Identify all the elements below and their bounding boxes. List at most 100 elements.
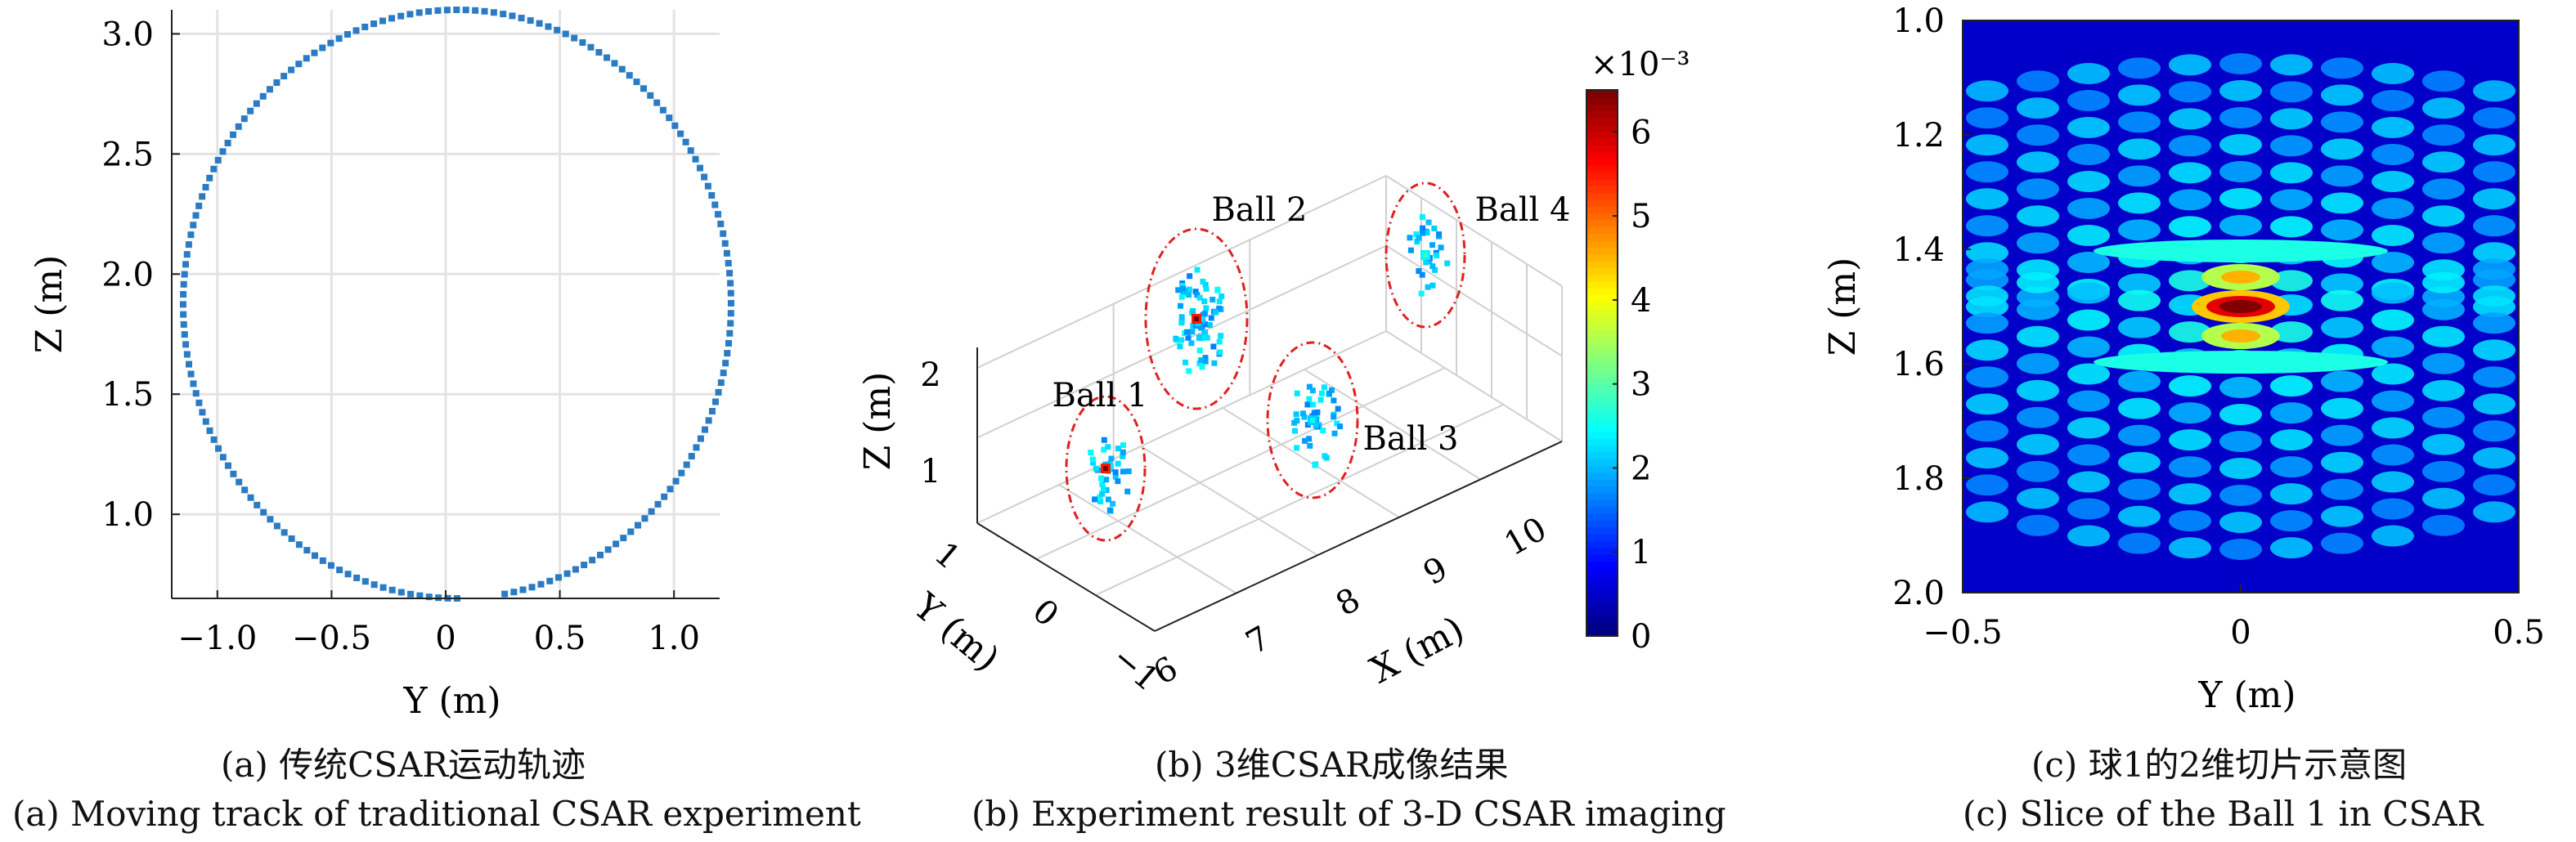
track-point: [295, 60, 303, 68]
track-point: [714, 211, 721, 218]
track-point: [254, 501, 261, 508]
fringe-blob: [2067, 525, 2110, 547]
fringe-blob: [2473, 474, 2515, 496]
cluster-point: [1337, 423, 1344, 430]
box-edge: [1385, 175, 1563, 287]
fringe-blob: [1966, 312, 2008, 334]
cluster-point: [1187, 273, 1193, 280]
fringe-blob: [2169, 108, 2211, 130]
cluster-point: [1115, 478, 1121, 485]
panel-a-chart: −1.0 −0.5 0 0.5 1.0 1.0 1.5 2.0 2.5 3.0 Y (m) Z (m): [29, 7, 734, 722]
track-point: [195, 202, 203, 209]
track-point: [267, 516, 274, 523]
colorbar-segment: [1586, 315, 1618, 323]
track-point: [425, 7, 433, 15]
track-point: [280, 529, 288, 536]
fringe-blob: [2372, 390, 2414, 412]
fringe-blob: [2524, 431, 2566, 452]
x-tick-label: 0: [2230, 614, 2251, 652]
colorbar-segment: [1586, 431, 1618, 439]
fringe-blob: [2118, 397, 2161, 419]
colorbar-segment: [1586, 308, 1618, 316]
side-lobe-core: [2221, 329, 2260, 343]
track-point: [352, 27, 360, 34]
cluster-point: [1213, 309, 1219, 316]
track-point: [206, 427, 213, 434]
ball-label: Ball 2: [1212, 191, 1308, 229]
cluster-point: [1216, 305, 1223, 311]
track-point: [501, 590, 509, 598]
track-point: [697, 435, 704, 442]
fringe-blob: [2169, 321, 2211, 343]
track-point: [379, 584, 387, 591]
fringe-blob: [1763, 310, 1806, 331]
track-point: [633, 78, 640, 86]
ball-label: Ball 3: [1363, 420, 1459, 458]
fringe-blob: [2219, 188, 2262, 209]
cluster-point: [1413, 231, 1420, 237]
x-tick-label: 0.5: [534, 620, 586, 657]
track-point: [190, 380, 197, 387]
x-tick-label: 7: [1240, 619, 1277, 662]
fringe-blob: [2219, 458, 2262, 479]
fringe-blob: [1662, 250, 1704, 271]
track-point: [361, 23, 369, 30]
fringe-blob: [1814, 362, 1856, 383]
colorbar-segment: [1586, 144, 1618, 153]
cluster-point: [1309, 387, 1316, 394]
track-point: [554, 574, 562, 581]
colorbar-segment: [1586, 499, 1618, 508]
colorbar-frame: [1586, 89, 1618, 637]
track-point: [180, 291, 187, 298]
colorbar-segment: [1586, 486, 1618, 494]
colorbar-segment: [1586, 465, 1618, 473]
cluster-point: [1307, 442, 1313, 449]
fringe-blob: [1966, 107, 2008, 129]
cluster-point: [1090, 459, 1097, 466]
panel-a-axes: −1.0 −0.5 0 0.5 1.0 1.0 1.5 2.0 2.5 3.0 Y (m) Z (m): [29, 10, 720, 722]
colorbar-segment: [1586, 178, 1618, 186]
fringe-band: [2094, 240, 2388, 262]
cluster-point: [1429, 282, 1436, 289]
fringe-blob: [1662, 185, 1704, 206]
colorbar-segment: [1586, 458, 1618, 467]
fringe-blob: [2169, 162, 2211, 184]
track-point: [259, 92, 267, 100]
colorbar-segment: [1586, 137, 1618, 146]
fringe-blob: [2017, 406, 2059, 428]
fringe-blob: [1814, 443, 1856, 464]
fringe-blob: [2017, 460, 2059, 482]
fringe-blob: [1763, 391, 1806, 412]
fringe-blob: [1915, 296, 1958, 317]
fringe-blob: [2422, 325, 2465, 347]
fringe-blob: [2017, 514, 2059, 536]
fringe-blob: [1966, 285, 2008, 307]
cluster-point: [1100, 486, 1106, 492]
panel-c-chart: −0.5 0 0.5 1.0 1.2 1.4 1.6 1.8 2.0 Y (m) Z (m): [1662, 2, 2566, 716]
panel-a-track: [179, 7, 734, 602]
fringe-blob: [2067, 89, 2110, 111]
fringe-blob: [2118, 84, 2161, 106]
fringe-blob: [2169, 375, 2211, 397]
ball-label: Ball 4: [1475, 191, 1571, 229]
cluster-point: [1419, 230, 1425, 236]
track-point: [344, 571, 352, 578]
colorbar-segment: [1586, 192, 1618, 200]
fringe-blob: [2118, 424, 2161, 446]
fringe-blob: [1712, 335, 1755, 356]
fringe-blob: [1814, 416, 1856, 437]
fringe-blob: [2524, 269, 2566, 290]
fringe-blob: [2372, 336, 2414, 358]
track-point: [288, 535, 295, 542]
fringe-blob: [2524, 146, 2566, 168]
fringe-blob: [2067, 498, 2110, 520]
track-point: [319, 44, 326, 52]
fringe-blob: [2372, 363, 2414, 385]
track-point: [717, 220, 725, 227]
fringe-blob: [1662, 374, 1704, 395]
fringe-blob: [1662, 347, 1704, 368]
fringe-blob: [2524, 200, 2566, 222]
cluster-point: [1202, 355, 1209, 361]
cluster-point: [1185, 334, 1192, 341]
colorbar-segment: [1586, 267, 1618, 275]
